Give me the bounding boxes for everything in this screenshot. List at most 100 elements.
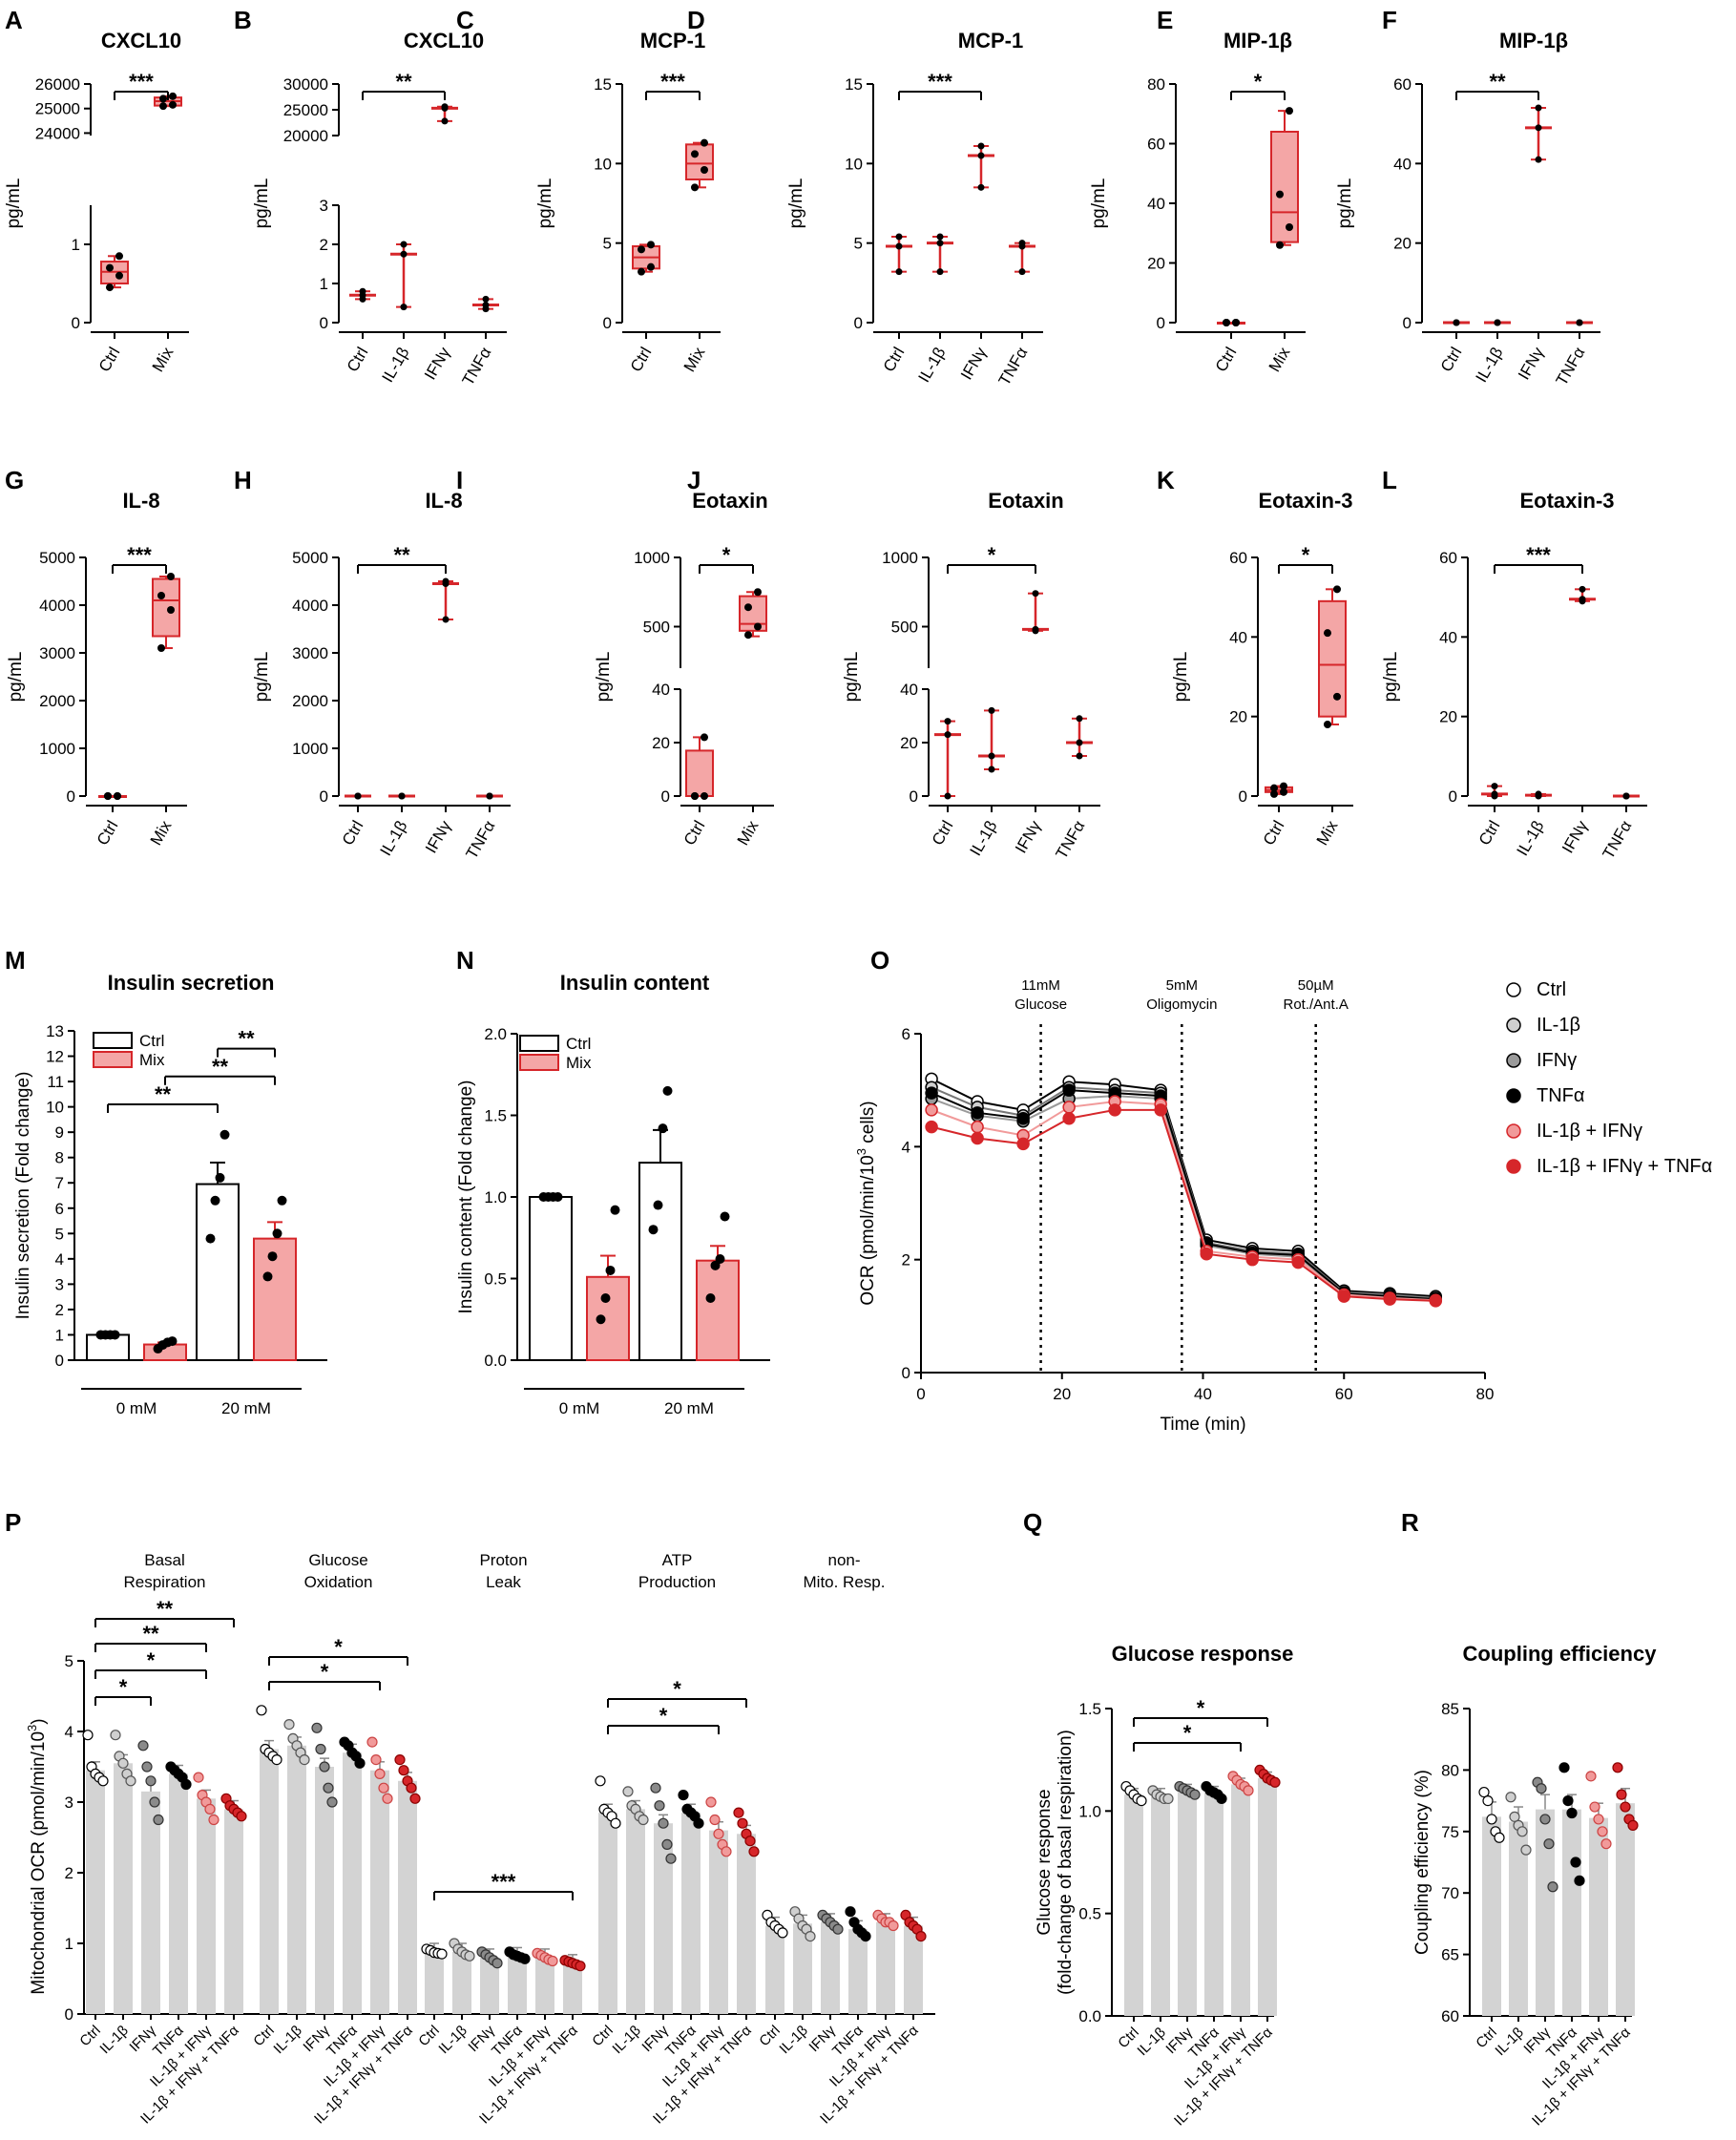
y-tick-label: 3 xyxy=(65,1794,73,1812)
y-axis-label: pg/mL xyxy=(1171,652,1191,703)
group-IFNγ-point xyxy=(442,580,450,587)
data-point xyxy=(1136,1794,1147,1807)
group-label: 0 mM xyxy=(116,1399,157,1417)
y-tick-label: 0 xyxy=(320,787,328,806)
y-tick-label: 25000 xyxy=(283,101,328,119)
y-axis-label: pg/mL xyxy=(6,652,26,703)
group-label: ATP xyxy=(662,1551,693,1569)
y-tick-label: 65 xyxy=(1441,1946,1459,1964)
data-point xyxy=(110,1330,120,1340)
group-IL-1β-point xyxy=(936,268,944,276)
x-tick-label: Ctrl xyxy=(680,818,709,849)
data-point xyxy=(1162,1793,1174,1805)
x-tick-label: IL-1β xyxy=(1134,2025,1169,2060)
series-point-TNFα xyxy=(1062,1083,1076,1097)
group-label: Glucose xyxy=(308,1551,367,1569)
panel-D-title: MCP-1 xyxy=(958,29,1023,52)
group-IFNγ-point xyxy=(1032,627,1039,635)
x-tick-label: IL-1β xyxy=(776,2023,811,2058)
y-tick-label: 0.0 xyxy=(484,1352,507,1370)
y-axis-label: pg/mL xyxy=(4,178,24,229)
data-point xyxy=(1509,1811,1520,1822)
y-tick-label: 1000 xyxy=(634,549,670,567)
y-tick-label: 24000 xyxy=(35,124,80,142)
panel-letter-K: K xyxy=(1157,466,1175,494)
y-tick-label: 15 xyxy=(845,75,863,94)
data-point xyxy=(1627,1819,1639,1831)
bar-IL-1β + IFNγ xyxy=(709,1830,728,2014)
panel-E-title: MIP-1β xyxy=(1224,29,1292,52)
data-point xyxy=(180,1778,192,1791)
bar-TNFα xyxy=(681,1813,701,2014)
y-tick-label: 12 xyxy=(46,1048,64,1066)
panel-letter-R: R xyxy=(1401,1508,1419,1537)
data-point xyxy=(167,1336,178,1347)
data-point xyxy=(710,1260,721,1270)
data-point xyxy=(97,1775,109,1787)
bar-IFNγ xyxy=(654,1823,673,2014)
panel-F-title: MIP-1β xyxy=(1499,29,1568,52)
bar-IL-1β + IFNγ xyxy=(370,1770,389,2014)
y-tick-label: 1.5 xyxy=(484,1107,507,1125)
data-point xyxy=(1574,1875,1585,1886)
data-point xyxy=(553,1192,563,1202)
data-point xyxy=(665,1853,677,1864)
y-tick-label: 4 xyxy=(65,1723,73,1741)
y-tick-label: 1 xyxy=(55,1326,64,1344)
x-tick-label: 60 xyxy=(1335,1385,1353,1403)
series-point-IL-1β + IFNγ xyxy=(925,1103,938,1117)
injection-label: 11mM xyxy=(1021,977,1060,994)
data-point xyxy=(654,1800,665,1812)
bar-IL-1β + IFNγ + TNFα xyxy=(904,1925,923,2014)
group-Mix-point xyxy=(1286,223,1293,231)
group-Mix-point xyxy=(1333,692,1341,701)
panel-letter-O: O xyxy=(870,946,889,975)
data-point xyxy=(648,1225,659,1235)
y-tick-label: 500 xyxy=(891,619,918,637)
series-point-IL-1β + IFNγ + TNFα xyxy=(971,1131,984,1145)
x-tick-label: Ctrl xyxy=(344,345,372,375)
data-point xyxy=(436,1948,448,1960)
data-point xyxy=(1612,1762,1623,1773)
significance-L-stars: *** xyxy=(1526,543,1551,567)
data-point xyxy=(1620,1801,1631,1813)
legend-label-IL-1β: IL-1β xyxy=(1537,1015,1580,1036)
y-tick-label: 20 xyxy=(900,734,918,752)
y-tick-label: 0 xyxy=(1157,314,1165,332)
bar-TNFα xyxy=(169,1773,188,2014)
group-IFNγ-point xyxy=(441,117,449,125)
y-tick-label: 60 xyxy=(1439,549,1457,567)
data-point xyxy=(366,1736,378,1748)
y-tick-label: 2 xyxy=(55,1301,64,1319)
y-tick-label: 20 xyxy=(1439,708,1457,726)
group-Mix-point xyxy=(1276,241,1284,249)
y-tick-label: 60 xyxy=(1393,75,1412,94)
y-tick-label: 11 xyxy=(47,1073,64,1091)
group-Mix-point xyxy=(1276,190,1284,199)
group-Mix-point xyxy=(159,102,167,111)
series-point-TNFα xyxy=(925,1086,938,1100)
bar-20mM-Mix xyxy=(696,1259,740,1361)
data-point xyxy=(622,1786,634,1797)
bar-IL-1β xyxy=(1509,1821,1528,2016)
y-tick-label: 40 xyxy=(1439,628,1457,646)
data-point xyxy=(311,1722,323,1733)
series-point-IL-1β + IFNγ + TNFα xyxy=(1291,1255,1305,1269)
x-tick-label: Ctrl xyxy=(929,818,957,849)
y-axis-label: pg/mL xyxy=(535,178,555,229)
significance-F-stars: ** xyxy=(1489,70,1506,94)
y-tick-label: 0 xyxy=(1239,787,1247,806)
x-tick-label: IFNγ xyxy=(1558,817,1592,856)
significance-P-stars: * xyxy=(119,1675,128,1699)
series-point-IL-1β + IFNγ + TNFα xyxy=(1016,1137,1030,1151)
group-IFNγ-point xyxy=(1535,156,1542,163)
data-point xyxy=(1482,1794,1494,1807)
bar-IL-1β xyxy=(1151,1794,1170,2016)
series-point-IL-1β + IFNγ + TNFα xyxy=(925,1120,938,1134)
data-point xyxy=(82,1730,94,1741)
data-point xyxy=(262,1271,273,1282)
data-point xyxy=(713,1828,724,1839)
bar-0mM-Ctrl xyxy=(529,1196,573,1361)
group-IL-1β-point xyxy=(400,241,408,248)
data-point xyxy=(205,1233,216,1244)
